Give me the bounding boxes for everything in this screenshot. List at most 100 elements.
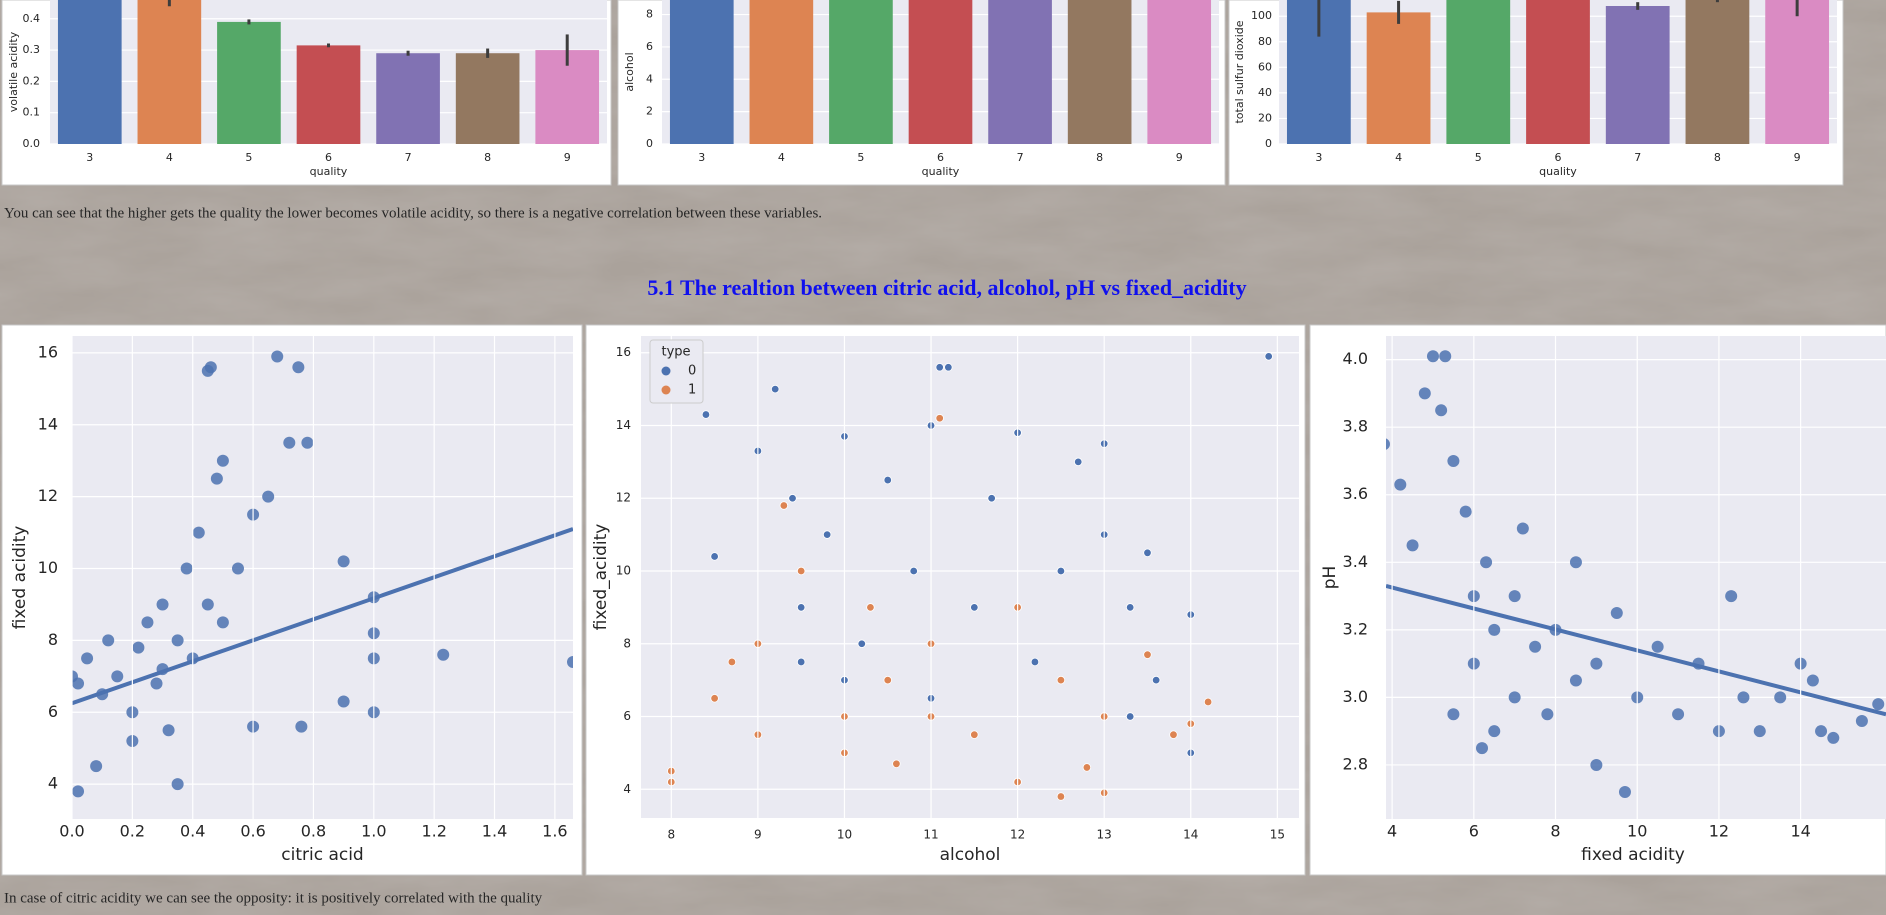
- scatter-point: [935, 363, 944, 372]
- bar: [1526, 0, 1590, 144]
- bar: [1147, 0, 1212, 144]
- y-tick-label: 16: [616, 345, 631, 359]
- y-tick-label: 3.6: [1343, 484, 1368, 503]
- scatter-point: [1774, 691, 1787, 704]
- scatter-point: [102, 634, 115, 647]
- scatter-point: [1151, 675, 1161, 685]
- scatter-point: [796, 603, 806, 612]
- plot-marks: [57, 0, 600, 144]
- y-tick-label: 6: [48, 702, 58, 721]
- scatter-point: [883, 675, 892, 685]
- y-tick-label: 8: [48, 630, 58, 649]
- scatter-point: [1590, 758, 1603, 771]
- y-tick-label: 10: [616, 563, 631, 577]
- scatter-point: [162, 724, 175, 737]
- x-axis-label: citric acid: [281, 845, 363, 865]
- scatter-point: [567, 655, 573, 668]
- x-tick-label: 3: [1315, 151, 1322, 164]
- legend-label: 0: [688, 364, 696, 379]
- scatter-point: [1439, 350, 1452, 363]
- x-tick-label: 1.0: [361, 822, 386, 841]
- bar: [57, 0, 122, 144]
- x-tick-label: 15: [1270, 828, 1285, 842]
- plot-marks: [1386, 350, 1886, 798]
- y-tick-label: 60: [1258, 60, 1272, 73]
- scatter-point: [1056, 566, 1066, 576]
- scatter-point: [171, 778, 184, 791]
- scatter-point: [1488, 623, 1501, 636]
- legend-label: 1: [688, 383, 696, 398]
- y-tick-label: 4: [646, 72, 653, 85]
- x-tick-label: 11: [923, 828, 938, 842]
- scatter-point: [72, 677, 85, 690]
- y-tick-label: 100: [1251, 9, 1272, 22]
- y-tick-label: 40: [1258, 86, 1272, 99]
- x-tick-label: 3: [698, 151, 705, 164]
- scatter-point: [231, 562, 244, 575]
- scatter-point: [192, 526, 205, 539]
- scatter-point: [1056, 792, 1066, 801]
- scatter-point: [1143, 548, 1152, 558]
- scatter-point: [216, 616, 229, 629]
- y-tick-label: 0.3: [23, 43, 41, 56]
- x-tick-label: 6: [937, 151, 944, 164]
- x-tick-label: 7: [1017, 151, 1024, 164]
- scatter-point: [710, 552, 719, 561]
- x-tick-label: 8: [667, 828, 675, 842]
- legend-title: type: [661, 345, 690, 360]
- y-tick-label: 4: [623, 782, 631, 796]
- scatter-point: [1610, 606, 1623, 619]
- y-axis-label: total sulfur dioxide: [1233, 20, 1246, 123]
- scatter-point: [81, 652, 94, 665]
- legend-marker: [661, 385, 671, 395]
- scatter-point: [1074, 457, 1083, 467]
- scatter-point: [1815, 725, 1828, 738]
- y-tick-label: 0.4: [23, 12, 41, 25]
- note: You can see that the higher gets the qua…: [4, 205, 822, 221]
- bar: [1446, 0, 1511, 144]
- plot-marks: [1286, 0, 1830, 144]
- scatter-point: [283, 436, 296, 449]
- y-tick-label: 3.2: [1343, 619, 1368, 638]
- scatter-point: [779, 501, 789, 510]
- x-tick-label: 7: [405, 151, 412, 164]
- y-tick-label: 3.4: [1343, 552, 1368, 571]
- scatter-point: [1203, 697, 1213, 707]
- x-tick-label: 9: [1794, 151, 1801, 164]
- x-axis-label: fixed acidity: [1581, 845, 1685, 865]
- x-tick-label: 4: [778, 151, 785, 164]
- scatter-point: [1459, 505, 1472, 518]
- scatter-point: [1056, 675, 1066, 685]
- y-axis-label: pH: [1320, 566, 1340, 590]
- y-tick-label: 0: [1265, 137, 1272, 150]
- x-tick-label: 8: [1096, 151, 1103, 164]
- y-tick-label: 4: [48, 774, 58, 793]
- x-tick-label: 8: [1550, 822, 1560, 841]
- scatter-point: [1806, 674, 1819, 687]
- scatter-point: [1480, 556, 1493, 569]
- x-axis-label: quality: [310, 165, 348, 178]
- scatter-point: [1590, 657, 1603, 670]
- scatter-point: [1651, 640, 1664, 653]
- y-tick-label: 2: [646, 105, 653, 118]
- scatter-point: [883, 475, 892, 485]
- x-tick-label: 12: [1709, 822, 1729, 841]
- scatter-point: [1725, 590, 1738, 603]
- x-tick-label: 14: [1183, 828, 1198, 842]
- x-tick-label: 9: [1176, 151, 1183, 164]
- scatter-point: [970, 603, 979, 612]
- scatter-point: [337, 695, 350, 708]
- scatter-point: [1737, 691, 1750, 704]
- y-tick-label: 80: [1258, 35, 1272, 48]
- scatter-point: [292, 361, 305, 374]
- x-tick-label: 7: [1634, 151, 1641, 164]
- y-tick-label: 14: [616, 418, 631, 432]
- bar: [829, 0, 893, 144]
- scatter-point: [1447, 708, 1460, 721]
- scatter-point: [1672, 708, 1685, 721]
- x-tick-label: 8: [484, 151, 491, 164]
- x-tick-label: 10: [837, 828, 852, 842]
- scatter-point: [271, 350, 284, 363]
- y-tick-label: 8: [646, 8, 653, 21]
- x-tick-label: 6: [1555, 151, 1562, 164]
